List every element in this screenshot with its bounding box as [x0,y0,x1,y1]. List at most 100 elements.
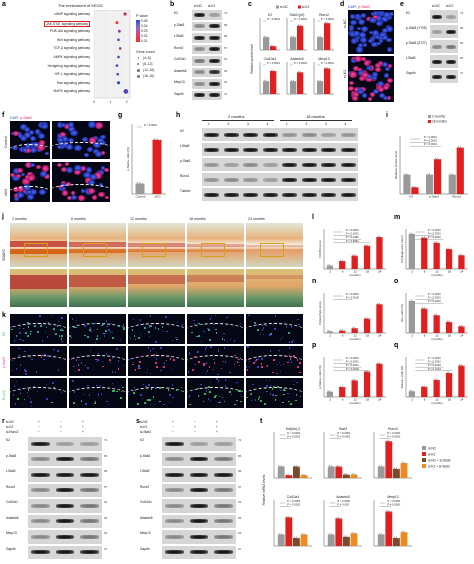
p-value-annotation: P = 0.1234 [428,367,442,371]
bar [445,321,453,333]
cell-nucleus [53,348,55,350]
cell-signal [96,335,99,337]
cell-signal [223,400,226,403]
cell-signal [289,358,292,360]
data-point [293,465,296,467]
kegg-dot [117,38,120,42]
histology-zoom [246,269,303,307]
lane-number: 2 [305,122,308,126]
cell-nucleus [262,333,265,336]
cell-nucleus [205,362,208,364]
data-point [450,249,452,251]
data-point [286,473,288,475]
cell-nucleus [211,321,214,324]
cell-signal [229,391,232,393]
x-tick-label: 12 [435,398,439,402]
cell-signal [283,393,285,396]
bar [434,159,442,194]
cell-signal [167,355,170,357]
western-blot-h: 2 months 18 months 1 2 3 4 1 2 3 4 K2 t-Stat3 p-Stat… [180,114,380,204]
data-point [436,314,438,316]
blot-row-label: Adamts5 [174,68,187,73]
data-point [404,173,406,175]
cell-nucleus [97,137,105,144]
cell-nucleus [375,67,381,73]
chart-n: 2 6 12 18 24 Osteophyte score (months) P < 0.00… [318,292,386,341]
blot-band [164,457,184,462]
cell-nucleus [359,75,366,81]
cell-signal [116,390,119,393]
blot-kda-label: 72 [104,438,108,442]
cell-nucleus [230,394,233,396]
cell-signal [288,354,291,357]
blot-band [321,132,337,137]
blot-column-label: si-NC [194,4,202,8]
cell-nucleus [29,135,36,141]
data-point [303,474,305,476]
microscopy-control-overview [10,121,50,159]
x-tick-label: 1 [109,100,111,104]
data-point [340,466,342,468]
data-point [386,439,388,441]
cell-nucleus [275,315,277,317]
data-point [459,324,461,327]
cell-nucleus [350,14,355,19]
bar [317,81,324,94]
gene-count-dot [136,75,140,79]
data-point [341,330,343,332]
data-point [270,44,272,46]
chart-title: Adamts5 [336,495,349,499]
blot-band [189,519,209,524]
cell-nucleus [103,335,106,337]
bar [408,391,415,397]
data-point [437,380,439,382]
cell-nucleus [360,13,367,18]
x-tick-label: 18 [448,334,452,338]
data-point [156,139,158,141]
blot-group-label: 18 months [306,114,325,119]
bar [293,537,300,546]
cell-nucleus [80,362,83,364]
cell-nucleus [386,96,392,101]
cell-signal [220,367,223,370]
cell-nucleus [106,401,108,403]
cell-signal [282,401,284,404]
cell-signal [260,399,262,402]
blot-row-label: Col10a1 [140,500,152,504]
cell-nucleus [218,395,221,398]
blot-band [193,12,206,17]
data-point [401,530,403,532]
cell-signal [212,368,215,371]
data-point [290,35,292,37]
cell-nucleus [235,399,238,402]
cell-nucleus [366,16,372,22]
data-point [453,174,455,177]
cell-nucleus [38,132,46,139]
cell-nucleus [27,174,36,182]
blot-band [189,472,209,477]
bar [363,245,371,269]
cell-nucleus [95,122,104,129]
blot-kda-label: 54 [104,531,108,535]
blot-band [80,457,100,462]
cell-nucleus [276,373,278,375]
bar [445,373,453,397]
cell-nucleus [386,47,392,52]
blot-band [30,488,50,493]
data-point [339,259,342,261]
blot-band [193,93,206,98]
cell-nucleus [23,126,30,132]
data-point [354,327,356,329]
zoom-frame [83,243,107,257]
cell-nucleus [383,11,392,19]
data-point [434,241,436,243]
bar [456,147,464,194]
chart-title: K2 [268,13,272,17]
blot-band [204,162,220,167]
x-axis-label: (months) [431,273,442,277]
cell-nucleus [357,43,364,48]
blot-row-label: Runx2 [6,484,16,489]
data-point [328,68,330,70]
data-point [423,308,425,310]
blot-kda-label: 72 [238,438,242,442]
